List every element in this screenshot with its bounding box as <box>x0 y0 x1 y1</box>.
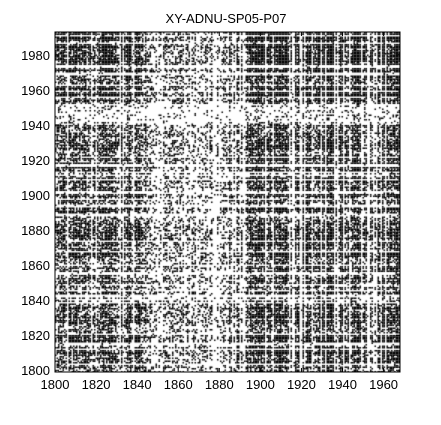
chart-title: XY-ADNU-SP05-P07 <box>166 11 287 26</box>
y-tick-label: 1860 <box>21 258 50 273</box>
y-tick-label: 1840 <box>21 293 50 308</box>
y-tick-label: 1880 <box>21 223 50 238</box>
y-tick-label: 1800 <box>21 363 50 378</box>
x-tick-label: 1940 <box>328 377 357 392</box>
x-tick-label: 1920 <box>287 377 316 392</box>
y-axis: 1800 1820 1840 1860 1880 1900 1920 1940 1960 1980 <box>21 48 400 378</box>
x-tick-label: 1820 <box>82 377 111 392</box>
x-tick-label: 1840 <box>123 377 152 392</box>
x-tick-label: 1800 <box>41 377 70 392</box>
x-tick-label: 1960 <box>369 377 398 392</box>
x-tick-label: 1900 <box>246 377 275 392</box>
y-tick-label: 1820 <box>21 328 50 343</box>
y-tick-label: 1960 <box>21 83 50 98</box>
x-axis: 1800 1820 1840 1860 1880 1900 1920 1940 1960 <box>41 32 398 392</box>
x-tick-label: 1880 <box>205 377 234 392</box>
plot-frame <box>54 31 401 373</box>
y-tick-label: 1900 <box>21 188 50 203</box>
y-tick-label: 1920 <box>21 153 50 168</box>
y-tick-label: 1940 <box>21 118 50 133</box>
recurrence-cells-image <box>55 32 400 372</box>
y-tick-label: 1980 <box>21 48 50 63</box>
x-tick-label: 1860 <box>164 377 193 392</box>
plot-cells <box>55 32 400 372</box>
